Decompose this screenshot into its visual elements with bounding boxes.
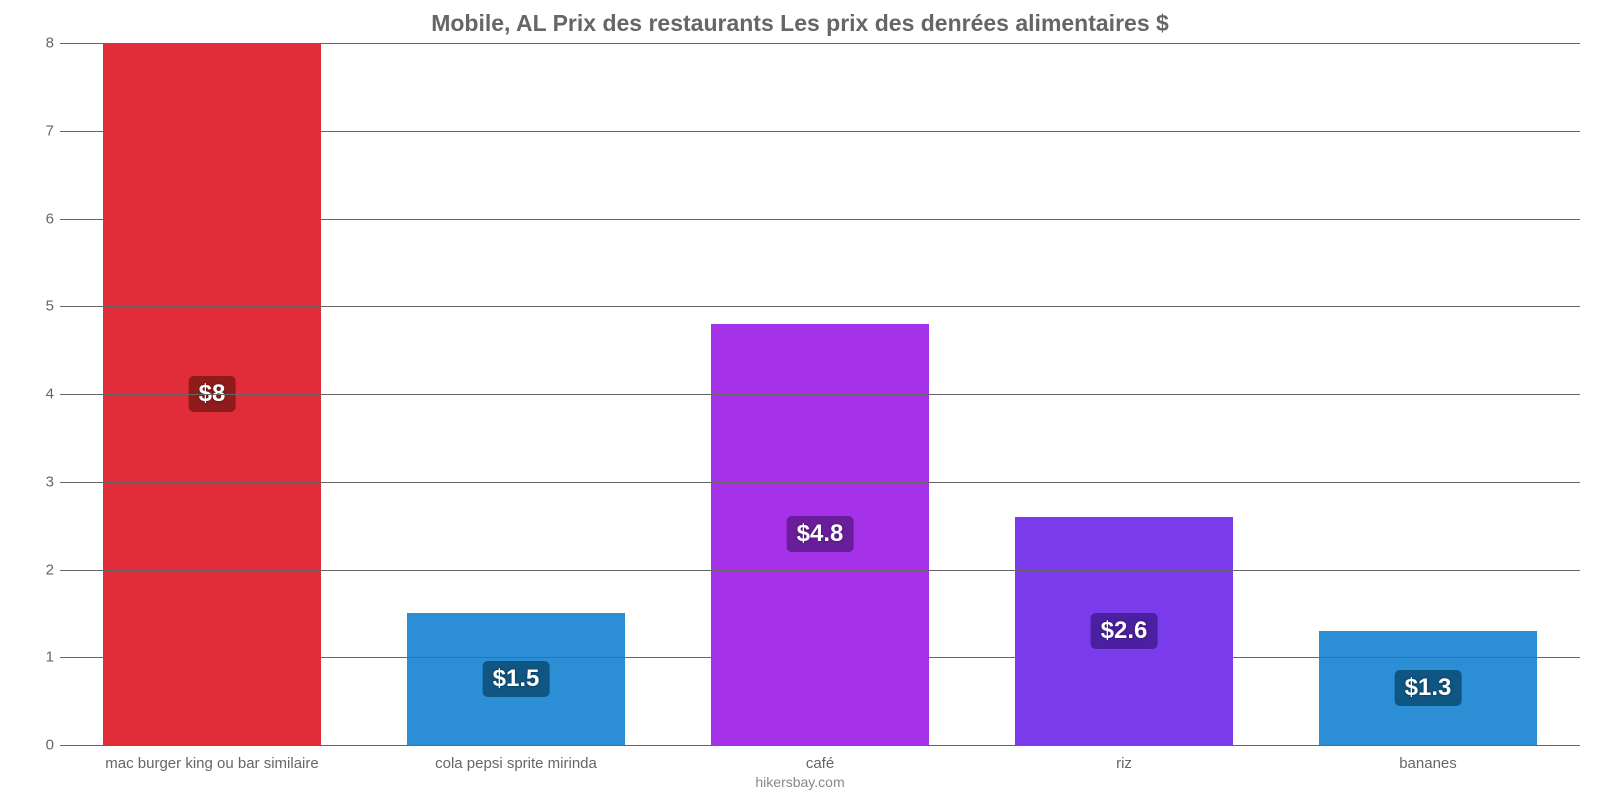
x-axis-row: mac burger king ou bar similairecola pep…	[60, 745, 1580, 772]
gridline	[60, 131, 1580, 132]
gridline	[60, 657, 1580, 658]
bar: $1.3	[1319, 631, 1538, 745]
plot-area: $8$1.5$4.8$2.6$1.3	[60, 43, 1580, 745]
x-axis: mac burger king ou bar similairecola pep…	[60, 745, 1580, 772]
y-tick-label: 6	[46, 210, 54, 227]
value-badge: $1.3	[1395, 670, 1462, 706]
gridline	[60, 219, 1580, 220]
price-chart: Mobile, AL Prix des restaurants Les prix…	[0, 0, 1600, 800]
plot-row: 012345678 $8$1.5$4.8$2.6$1.3	[20, 43, 1580, 745]
chart-footer: hikersbay.com	[20, 774, 1580, 790]
value-badge: $2.6	[1091, 613, 1158, 649]
value-badge: $4.8	[787, 516, 854, 552]
y-tick-label: 5	[46, 298, 54, 315]
gridline	[60, 570, 1580, 571]
y-axis: 012345678	[20, 43, 60, 745]
gridline	[60, 43, 1580, 44]
gridline	[60, 482, 1580, 483]
x-tick-label: café	[668, 745, 972, 772]
value-badge: $1.5	[483, 661, 550, 697]
bar: $2.6	[1015, 517, 1234, 745]
x-tick-label: bananes	[1276, 745, 1580, 772]
x-tick-label: riz	[972, 745, 1276, 772]
y-tick-label: 0	[46, 737, 54, 754]
y-tick-label: 3	[46, 473, 54, 490]
y-tick-label: 7	[46, 122, 54, 139]
gridline	[60, 394, 1580, 395]
y-tick-label: 1	[46, 649, 54, 666]
gridline	[60, 745, 1580, 746]
y-tick-label: 8	[46, 35, 54, 52]
y-tick-label: 2	[46, 561, 54, 578]
x-tick-label: cola pepsi sprite mirinda	[364, 745, 668, 772]
chart-title: Mobile, AL Prix des restaurants Les prix…	[20, 10, 1580, 37]
bar: $1.5	[407, 613, 626, 745]
gridline	[60, 306, 1580, 307]
x-tick-label: mac burger king ou bar similaire	[60, 745, 364, 772]
y-tick-label: 4	[46, 386, 54, 403]
bar: $4.8	[711, 324, 930, 745]
